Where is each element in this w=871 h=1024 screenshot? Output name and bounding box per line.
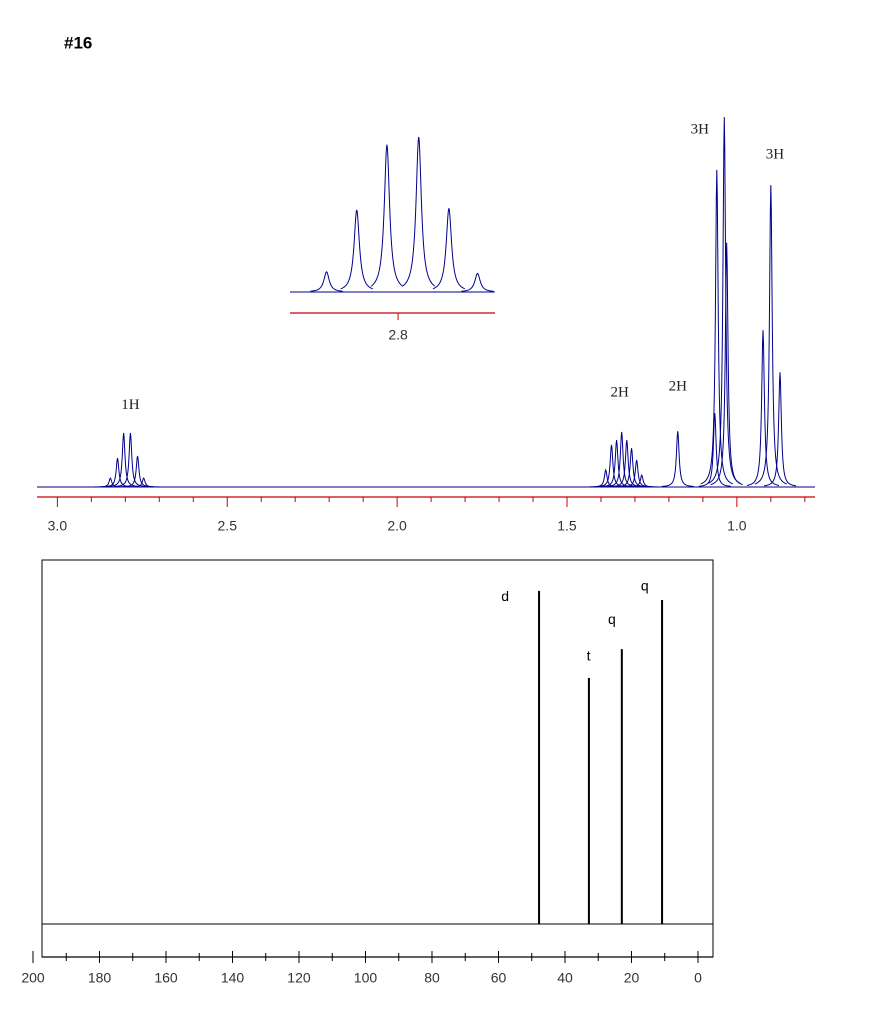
x-tick-label: 120 — [287, 970, 311, 986]
x-tick-label: 1.0 — [727, 518, 747, 534]
peak — [107, 432, 140, 487]
peak — [698, 412, 731, 487]
annotation: d — [501, 588, 509, 604]
annotation: t — [587, 648, 591, 664]
peak — [94, 477, 127, 488]
x-tick-label: 60 — [491, 970, 507, 986]
x-tick-label: 80 — [424, 970, 440, 986]
x-tick-label: 2.0 — [387, 518, 407, 534]
annotation: 3H — [691, 121, 710, 137]
peak — [370, 144, 404, 287]
peak — [114, 432, 147, 487]
peak — [461, 272, 494, 292]
x-tick-label: 140 — [221, 970, 245, 986]
x-tick-label: 0 — [694, 970, 702, 986]
x-tick-label: 160 — [154, 970, 178, 986]
annotation: q — [641, 578, 649, 594]
peak — [605, 431, 638, 487]
peak — [710, 242, 743, 486]
peak — [402, 136, 436, 287]
page-title: #16 — [64, 33, 92, 52]
peak — [432, 208, 466, 290]
annotation: 1H — [121, 397, 140, 413]
peak — [700, 169, 734, 485]
peak — [625, 473, 658, 488]
peak — [754, 185, 788, 485]
peak — [587, 677, 590, 924]
annotation: q — [608, 611, 616, 627]
peak — [340, 209, 373, 290]
x-tick-label: 20 — [624, 970, 640, 986]
peak — [127, 477, 160, 488]
peak — [615, 448, 648, 488]
peak — [763, 372, 797, 487]
annotation: 2H — [610, 384, 629, 400]
x-tick-label: 1.5 — [557, 518, 577, 534]
peak — [620, 649, 623, 924]
x-tick-label: 3.0 — [48, 518, 68, 534]
annotation: 2H — [669, 379, 688, 395]
peak — [310, 271, 343, 292]
peak — [661, 431, 694, 487]
peak — [661, 600, 664, 924]
annotation: 3H — [766, 147, 785, 163]
x-tick-label: 2.5 — [218, 518, 238, 534]
x-tick-label: 180 — [88, 970, 112, 986]
peak — [538, 590, 541, 924]
x-tick-label: 40 — [557, 970, 573, 986]
x-tick-label: 2.8 — [388, 327, 408, 343]
peak — [746, 330, 780, 486]
x-tick-label: 200 — [21, 970, 45, 986]
x-tick-label: 100 — [354, 970, 378, 986]
